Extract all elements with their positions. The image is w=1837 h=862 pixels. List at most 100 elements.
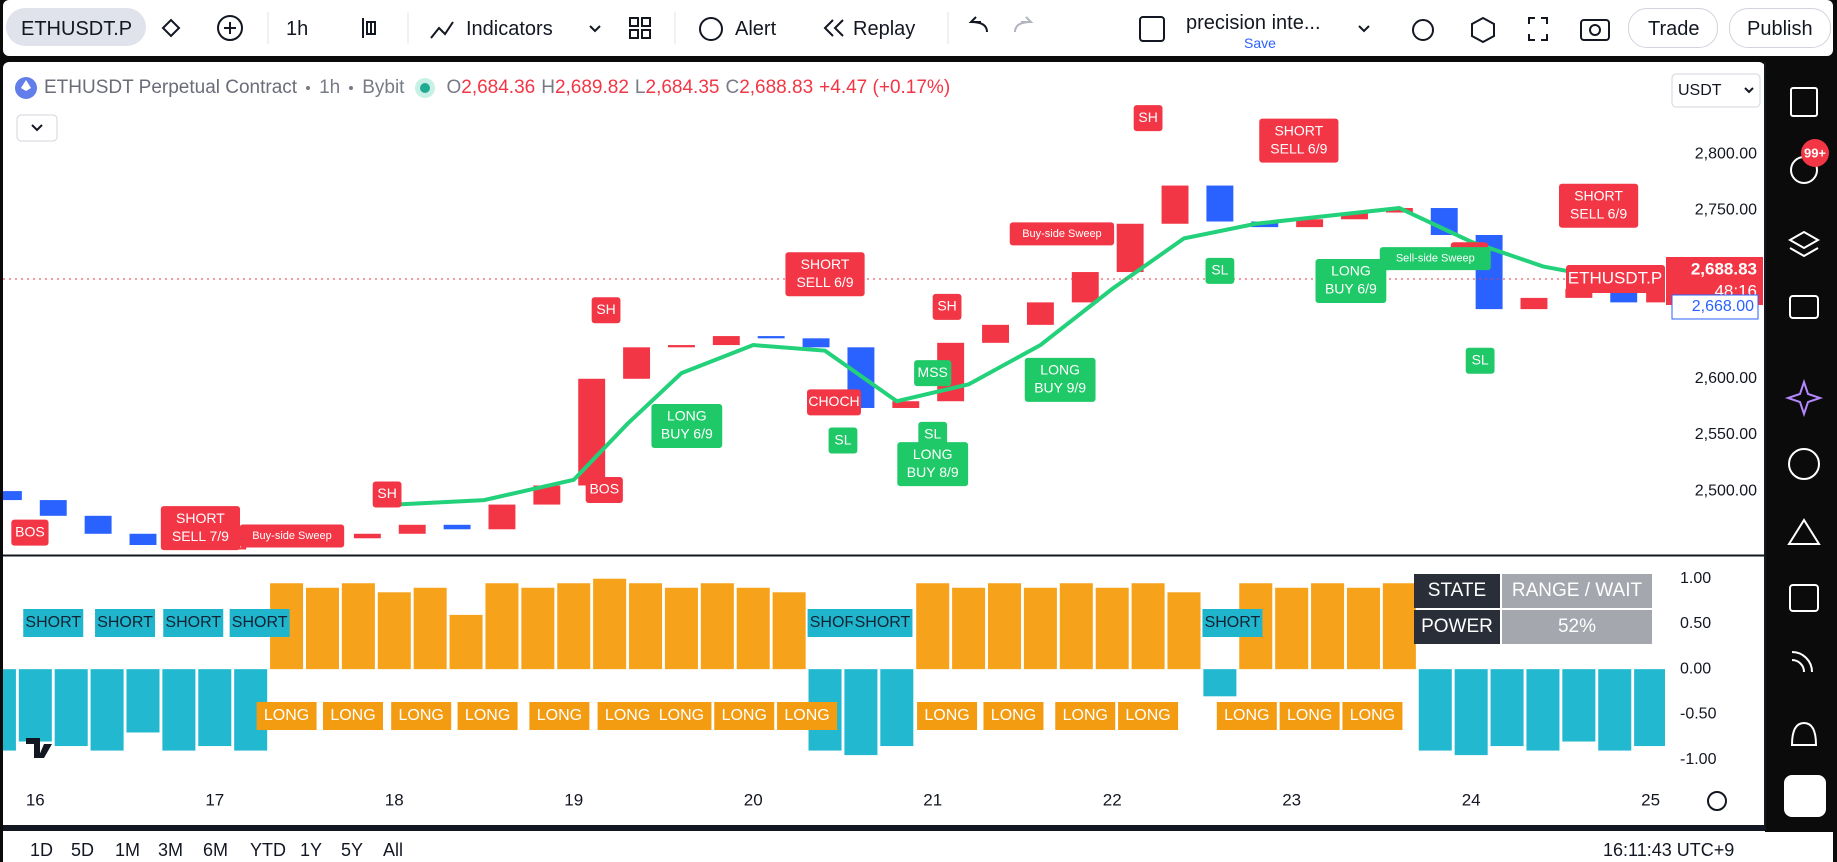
trade[interactable]: Trade: [1648, 18, 1700, 40]
compare-icon[interactable]: [217, 15, 243, 41]
news-icon[interactable]: [1791, 651, 1813, 673]
save[interactable]: Save: [1244, 35, 1276, 51]
signal-label: [807, 389, 861, 416]
alert-icon[interactable]: [699, 17, 723, 41]
last-price: 2,688.83: [1691, 259, 1757, 278]
indicators[interactable]: Indicators: [466, 18, 553, 40]
range-button[interactable]: 3M: [158, 840, 184, 860]
osc-label-text: LONG: [924, 707, 969, 724]
signal-label: [1024, 357, 1096, 402]
osc-tick-label: 0.50: [1680, 615, 1711, 632]
range-button[interactable]: 5D: [71, 840, 95, 860]
more-button[interactable]: [1784, 775, 1826, 817]
publish[interactable]: Publish: [1747, 18, 1813, 40]
indicators-icon[interactable]: [430, 21, 454, 39]
ideas-icon[interactable]: [1788, 448, 1820, 480]
signal-label: [914, 360, 952, 387]
table-text: RANGE / WAIT: [1512, 580, 1643, 601]
range-button[interactable]: 1Y: [300, 840, 323, 860]
osc-label-text: LONG: [330, 707, 375, 724]
signal-text: BUY 6/9: [661, 426, 713, 442]
symbol-button[interactable]: [6, 8, 146, 46]
y-tick-label: 2,600.00: [1695, 370, 1757, 387]
signal-label: [591, 297, 621, 324]
osc-bar: [1454, 669, 1488, 756]
osc-bar: [772, 592, 806, 670]
alert[interactable]: Alert: [735, 18, 777, 40]
watchlist-icon[interactable]: [1790, 87, 1818, 117]
fullscreen-icon[interactable]: [1528, 17, 1548, 41]
layout-icon[interactable]: [1139, 16, 1165, 42]
osc-label-text: LONG: [991, 707, 1036, 724]
quick-search-icon[interactable]: [1412, 19, 1434, 41]
chat-icon[interactable]: [1789, 295, 1819, 319]
signal-text: LONG: [1331, 263, 1371, 279]
ai-icon[interactable]: [1784, 378, 1824, 418]
trade-button[interactable]: [1628, 8, 1718, 48]
open-label: O: [446, 77, 462, 98]
favorite-icon[interactable]: [161, 18, 181, 38]
candle: [1385, 208, 1413, 213]
candle: [1026, 302, 1054, 325]
candle: [1161, 185, 1189, 224]
interval[interactable]: 1h: [286, 18, 309, 40]
range-button[interactable]: 1D: [30, 840, 54, 860]
signal-text: BOS: [15, 523, 45, 539]
chart-type-icon[interactable]: [362, 18, 376, 38]
x-tick-label: 16: [26, 790, 45, 809]
snapshot-icon[interactable]: [1580, 19, 1610, 41]
settings-icon[interactable]: [1471, 16, 1495, 44]
badge-count: 99+: [1804, 145, 1826, 160]
osc-bar: [916, 583, 950, 670]
trend-line: [394, 205, 1665, 507]
osc-bar: [1526, 669, 1560, 751]
signal-text: SH: [596, 301, 615, 317]
symbol[interactable]: ETHUSDT.P: [21, 18, 133, 40]
replay-icon[interactable]: [823, 19, 844, 37]
undo-icon[interactable]: [968, 16, 988, 33]
replay[interactable]: Replay: [853, 18, 916, 40]
osc-bar: [485, 583, 519, 670]
table-cell: [1502, 610, 1652, 644]
signal-text: CHOCH: [808, 393, 859, 409]
osc-bar: [1562, 669, 1596, 742]
range-button[interactable]: 5Y: [341, 840, 364, 860]
range-button[interactable]: YTD: [250, 840, 286, 860]
price-badge: [1566, 264, 1665, 293]
layout-name[interactable]: precision inte...: [1186, 12, 1321, 34]
candle: [757, 336, 785, 339]
osc-bar: [1382, 583, 1416, 670]
badge: [1801, 139, 1829, 167]
osc-tick-label: 0.00: [1680, 660, 1711, 677]
close-label: C: [725, 77, 740, 98]
osc-label: [651, 702, 712, 730]
range-button[interactable]: 6M: [203, 840, 229, 860]
collapse-legend[interactable]: [16, 114, 58, 142]
notifications-icon[interactable]: [1790, 721, 1818, 746]
signal-text: SELL 7/9: [172, 528, 229, 544]
osc-bar: [880, 669, 914, 747]
range-button[interactable]: 1M: [115, 840, 141, 860]
osc-tick-label: -0.50: [1680, 706, 1717, 723]
publish-button[interactable]: [1729, 8, 1831, 48]
signal-label: [897, 442, 969, 487]
osc-label-text: LONG: [722, 707, 767, 724]
x-tick-label: 22: [1103, 790, 1122, 809]
templates-icon[interactable]: [629, 17, 639, 27]
signal-text: SELL 6/9: [1270, 140, 1327, 156]
osc-label-text: LONG: [1125, 707, 1170, 724]
calendar-icon[interactable]: [1789, 584, 1819, 612]
currency-select[interactable]: [1671, 73, 1761, 108]
hotlist-icon[interactable]: [1787, 518, 1821, 545]
redo-icon[interactable]: [1014, 16, 1034, 33]
osc-bar: [90, 669, 124, 751]
osc-label: [95, 609, 156, 637]
layers-icon[interactable]: [1787, 230, 1821, 258]
x-tick-label: 20: [744, 790, 763, 809]
settings-icon[interactable]: [1707, 791, 1727, 811]
signal-text: Buy-side Sweep: [252, 530, 332, 542]
osc-bar: [1095, 587, 1129, 670]
signal-text: BUY 6/9: [1325, 281, 1377, 297]
osc-label: [1342, 702, 1403, 730]
range-button[interactable]: All: [383, 840, 404, 860]
